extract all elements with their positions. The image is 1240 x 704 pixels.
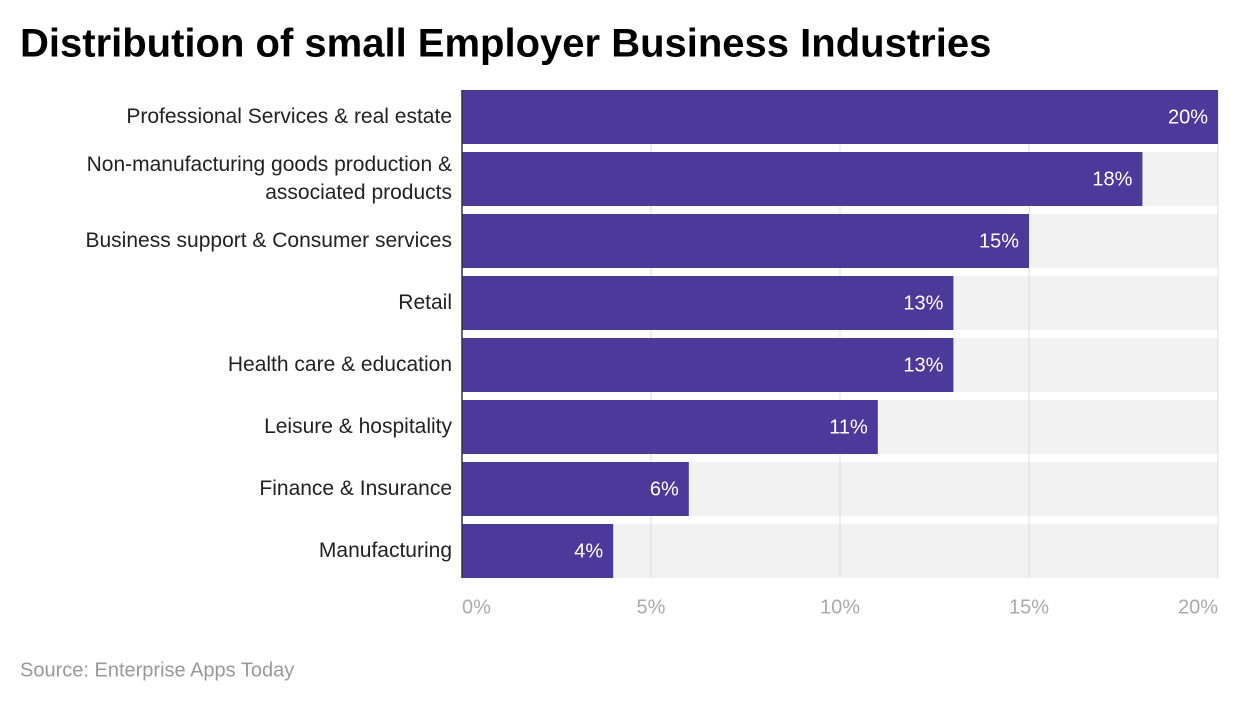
category-label: Health care & education — [227, 353, 452, 376]
bar — [462, 90, 1218, 144]
source: Source: Enterprise Apps Today — [20, 659, 294, 681]
bar — [462, 400, 878, 454]
bar — [462, 462, 689, 516]
value-label: 20% — [1168, 106, 1208, 128]
category-label: Non-manufacturing goods production & ass… — [86, 153, 452, 204]
value-label: 13% — [903, 354, 943, 376]
bar — [462, 214, 1029, 268]
category-label: Finance & Insurance — [259, 477, 452, 500]
value-label: 18% — [1092, 168, 1132, 190]
x-tick-label: 15% — [1009, 596, 1049, 618]
value-label: 13% — [903, 292, 943, 314]
category-label: Professional Services & real estate — [126, 105, 452, 128]
bar — [462, 152, 1143, 206]
x-tick-label: 10% — [820, 596, 860, 618]
x-tick-label: 20% — [1178, 596, 1218, 618]
category-label: Business support & Consumer services — [85, 229, 453, 252]
bar — [462, 338, 954, 392]
x-tick-label: 0% — [462, 596, 491, 618]
chart-title: Distribution of small Employer Business … — [20, 22, 991, 66]
value-label: 15% — [979, 230, 1019, 252]
value-label: 11% — [829, 416, 868, 438]
bar — [462, 276, 954, 330]
value-label: 4% — [574, 540, 603, 562]
value-label: 6% — [650, 478, 679, 500]
category-label: Retail — [398, 291, 452, 314]
bar — [462, 524, 614, 578]
x-tick-label: 5% — [637, 596, 666, 618]
category-label: Leisure & hospitality — [264, 415, 452, 438]
category-label: Manufacturing — [318, 539, 452, 562]
